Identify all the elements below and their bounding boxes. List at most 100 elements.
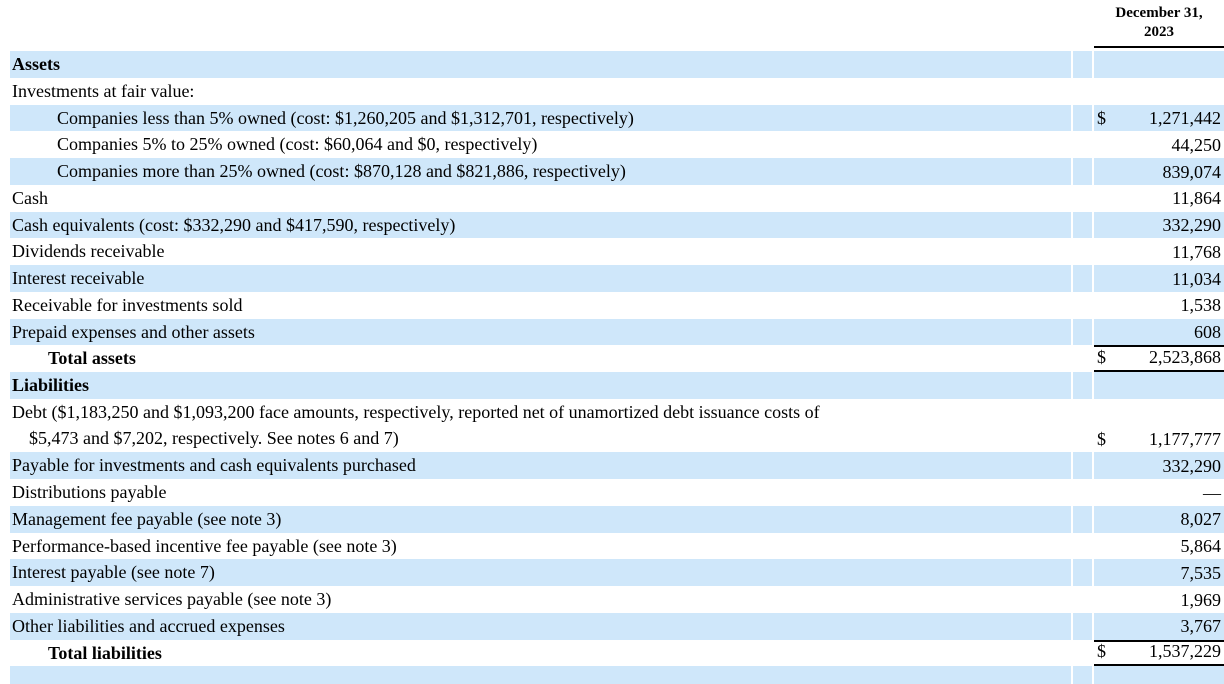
table-row: Dividends receivable 11,768 bbox=[10, 238, 1224, 265]
row-value: 1,177,777 bbox=[1149, 429, 1221, 450]
row-label: Payable for investments and cash equival… bbox=[10, 452, 1071, 479]
row-value-cell: 11,034 bbox=[1094, 265, 1224, 292]
row-spacer bbox=[1073, 533, 1092, 560]
row-label: Receivable for investments sold bbox=[12, 294, 243, 315]
row-spacer bbox=[1073, 104, 1092, 132]
row-label: Liabilities bbox=[10, 372, 1071, 399]
table-row: Cash equivalents (cost: $332,290 and $41… bbox=[10, 211, 1224, 239]
section-row-assets: Assets bbox=[10, 51, 1224, 78]
row-spacer bbox=[1073, 612, 1092, 640]
currency-symbol: $ bbox=[1097, 346, 1106, 367]
row-spacer bbox=[1073, 640, 1092, 667]
table-row: Payable for investments and cash equival… bbox=[10, 452, 1224, 479]
debt-label-line2: $5,473 and $7,202, respectively. See not… bbox=[29, 428, 399, 449]
table-row: Interest receivable 11,034 bbox=[10, 265, 1224, 292]
table-row: Companies 5% to 25% owned (cost: $60,064… bbox=[10, 131, 1224, 158]
row-value: 44,250 bbox=[1171, 134, 1222, 155]
row-spacer bbox=[1073, 586, 1092, 613]
row-spacer bbox=[1073, 399, 1092, 453]
currency-symbol: $ bbox=[1097, 108, 1106, 129]
row-value: 3,767 bbox=[1180, 616, 1222, 637]
row-value-cell: 608 bbox=[1094, 318, 1224, 346]
row-spacer bbox=[1073, 265, 1092, 292]
row-value-cell: 5,864 bbox=[1094, 533, 1224, 560]
table-row: Distributions payable — bbox=[10, 479, 1224, 506]
row-value-cell: $1,537,229 bbox=[1094, 639, 1224, 667]
table-row: Interest payable (see note 7) 7,535 bbox=[10, 559, 1224, 586]
row-spacer bbox=[1073, 238, 1092, 265]
row-label: Administrative services payable (see not… bbox=[12, 589, 332, 609]
row-label: Companies 5% to 25% owned (cost: $60,064… bbox=[57, 134, 538, 155]
row-label: Companies more than 25% owned (cost: $87… bbox=[10, 158, 1071, 185]
partial-next-row bbox=[10, 666, 1224, 684]
row-spacer bbox=[1073, 292, 1092, 319]
row-value: 5,864 bbox=[1180, 536, 1222, 557]
row-value: 1,271,442 bbox=[1149, 108, 1221, 129]
row-value-cell bbox=[1094, 78, 1224, 105]
table-row: Prepaid expenses and other assets 608 bbox=[10, 318, 1224, 346]
row-value-cell: $1,271,442 bbox=[1094, 104, 1224, 132]
row-value-cell: 11,864 bbox=[1094, 185, 1224, 212]
row-value-cell: $2,523,868 bbox=[1094, 345, 1224, 372]
row-spacer bbox=[1073, 372, 1092, 399]
row-value: 1,537,229 bbox=[1149, 641, 1221, 662]
row-spacer bbox=[1073, 51, 1092, 78]
row-label: Total liabilities bbox=[48, 642, 162, 663]
row-value-cell bbox=[1094, 51, 1224, 78]
row-spacer bbox=[1073, 131, 1092, 158]
row-value-cell bbox=[1094, 372, 1224, 399]
row-label: Interest receivable bbox=[10, 265, 1071, 292]
row-spacer bbox=[1073, 479, 1092, 506]
row-label bbox=[10, 666, 1071, 684]
row-value: 1,538 bbox=[1180, 295, 1222, 316]
row-label: Assets bbox=[10, 51, 1071, 78]
row-label: Total assets bbox=[48, 348, 136, 369]
row-spacer bbox=[1073, 185, 1092, 212]
row-label: Other liabilities and accrued expenses bbox=[10, 612, 1071, 640]
row-value: 8,027 bbox=[1180, 509, 1222, 530]
table-row: Companies less than 5% owned (cost: $1,2… bbox=[10, 104, 1224, 132]
currency-symbol: $ bbox=[1097, 641, 1106, 662]
row-label: Companies less than 5% owned (cost: $1,2… bbox=[10, 104, 1071, 132]
row-spacer bbox=[1073, 559, 1092, 586]
total-liabilities-row: Total liabilities $1,537,229 bbox=[10, 639, 1224, 667]
row-label: Investments at fair value: bbox=[12, 80, 195, 101]
row-label: Distributions payable bbox=[12, 482, 167, 502]
row-value: 11,864 bbox=[1172, 188, 1221, 209]
row-value-cell: 8,027 bbox=[1094, 505, 1224, 533]
row-value: 7,535 bbox=[1180, 562, 1222, 583]
row-value: 332,290 bbox=[1162, 215, 1222, 236]
table-row: Cash 11,864 bbox=[10, 185, 1224, 212]
row-spacer bbox=[1073, 452, 1092, 479]
row-value-cell: — bbox=[1094, 479, 1224, 506]
row-value: 11,768 bbox=[1172, 241, 1221, 262]
table-row: Investments at fair value: bbox=[10, 78, 1224, 105]
section-row-liabilities: Liabilities bbox=[10, 372, 1224, 399]
row-spacer bbox=[1073, 345, 1092, 372]
row-value-cell bbox=[1094, 666, 1224, 684]
row-value: 608 bbox=[1194, 322, 1221, 343]
row-value-cell: 1,538 bbox=[1094, 292, 1224, 319]
row-value-cell: 332,290 bbox=[1094, 211, 1224, 239]
table-row: Management fee payable (see note 3) 8,02… bbox=[10, 505, 1224, 533]
total-assets-row: Total assets $2,523,868 bbox=[10, 345, 1224, 372]
row-value-cell: 7,535 bbox=[1094, 559, 1224, 586]
row-spacer bbox=[1073, 158, 1092, 185]
row-spacer bbox=[1073, 211, 1092, 239]
row-spacer bbox=[1073, 318, 1092, 346]
table-row: Administrative services payable (see not… bbox=[10, 586, 1224, 613]
row-label: Prepaid expenses and other assets bbox=[10, 318, 1071, 346]
row-label: Interest payable (see note 7) bbox=[10, 559, 1071, 586]
currency-symbol: $ bbox=[1097, 429, 1106, 450]
row-value-cell: 44,250 bbox=[1094, 131, 1224, 158]
row-label: Performance-based incentive fee payable … bbox=[12, 535, 397, 556]
row-value-cell: $1,177,777 bbox=[1094, 399, 1224, 453]
row-label: Cash equivalents (cost: $332,290 and $41… bbox=[10, 211, 1071, 239]
column-header-date-line1: December 31, bbox=[1115, 5, 1203, 21]
row-value: 839,074 bbox=[1162, 161, 1222, 182]
row-label: Debt ($1,183,250 and $1,093,200 face amo… bbox=[10, 399, 1071, 453]
row-value: 11,034 bbox=[1172, 268, 1221, 289]
table-row: Performance-based incentive fee payable … bbox=[10, 533, 1224, 560]
row-label: Cash bbox=[12, 187, 48, 208]
